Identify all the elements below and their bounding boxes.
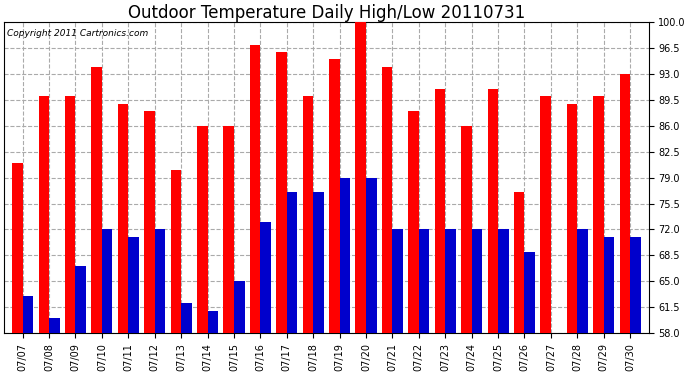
Bar bbox=[118, 104, 128, 333]
Bar bbox=[488, 89, 498, 333]
Bar bbox=[128, 237, 139, 333]
Bar bbox=[524, 252, 535, 333]
Title: Outdoor Temperature Daily High/Low 20110731: Outdoor Temperature Daily High/Low 20110… bbox=[128, 4, 525, 22]
Bar bbox=[472, 230, 482, 333]
Bar bbox=[208, 311, 218, 333]
Bar bbox=[435, 89, 445, 333]
Bar bbox=[12, 163, 23, 333]
Bar bbox=[250, 45, 260, 333]
Bar bbox=[514, 192, 524, 333]
Bar bbox=[260, 222, 271, 333]
Bar bbox=[276, 52, 287, 333]
Bar bbox=[445, 230, 456, 333]
Bar bbox=[419, 230, 429, 333]
Bar bbox=[23, 296, 33, 333]
Bar bbox=[144, 111, 155, 333]
Bar bbox=[620, 74, 630, 333]
Bar bbox=[630, 237, 641, 333]
Bar bbox=[75, 266, 86, 333]
Bar bbox=[393, 230, 403, 333]
Bar bbox=[313, 192, 324, 333]
Bar bbox=[540, 96, 551, 333]
Bar bbox=[39, 96, 49, 333]
Bar bbox=[155, 230, 166, 333]
Bar bbox=[329, 59, 339, 333]
Bar bbox=[566, 104, 578, 333]
Bar bbox=[366, 178, 377, 333]
Bar bbox=[578, 230, 588, 333]
Bar bbox=[382, 67, 393, 333]
Bar bbox=[604, 237, 614, 333]
Bar bbox=[181, 303, 192, 333]
Bar bbox=[65, 96, 75, 333]
Bar bbox=[49, 318, 59, 333]
Bar bbox=[102, 230, 112, 333]
Bar bbox=[197, 126, 208, 333]
Bar bbox=[355, 22, 366, 333]
Bar bbox=[287, 192, 297, 333]
Bar bbox=[408, 111, 419, 333]
Bar bbox=[91, 67, 102, 333]
Text: Copyright 2011 Cartronics.com: Copyright 2011 Cartronics.com bbox=[8, 28, 148, 38]
Bar bbox=[498, 230, 509, 333]
Bar bbox=[234, 281, 244, 333]
Bar bbox=[593, 96, 604, 333]
Bar bbox=[461, 126, 472, 333]
Bar bbox=[224, 126, 234, 333]
Bar bbox=[170, 170, 181, 333]
Bar bbox=[339, 178, 350, 333]
Bar bbox=[303, 96, 313, 333]
